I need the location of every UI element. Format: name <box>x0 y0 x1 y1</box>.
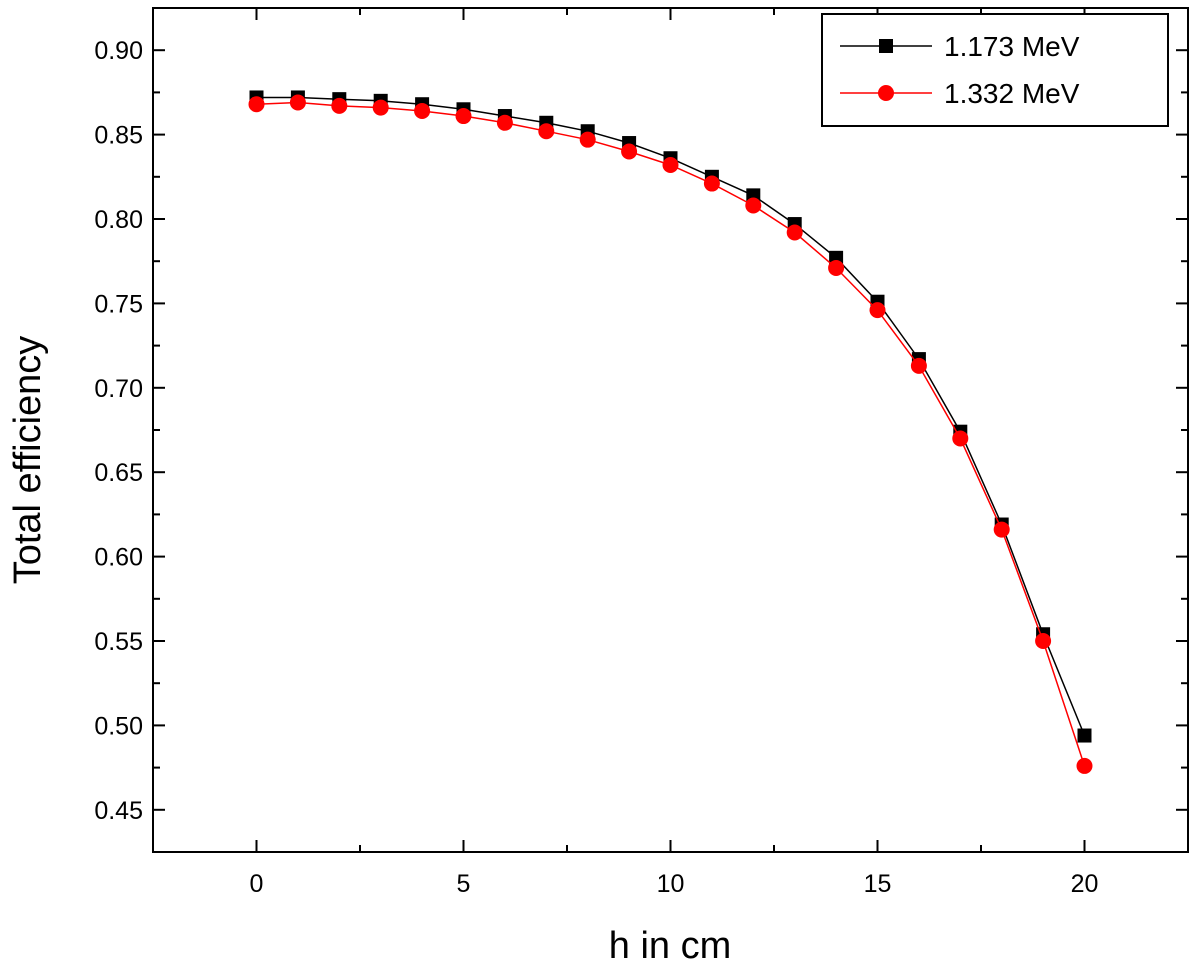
x-tick-label: 0 <box>250 870 264 898</box>
series-line <box>256 96 1086 736</box>
y-tick-label: 0.45 <box>94 797 143 825</box>
data-point <box>662 156 679 173</box>
data-point <box>621 143 638 160</box>
y-tick-label: 0.80 <box>94 206 143 234</box>
data-point <box>869 302 886 319</box>
legend-box <box>821 13 1169 127</box>
data-point <box>703 175 720 192</box>
axes: 0 5 10 15 20 0.45 0.50 0.55 0.60 0.65 0.70 0.75 0.80… <box>94 7 1189 898</box>
legend-item: 1.332 MeV <box>840 78 1080 109</box>
data-point <box>745 197 762 214</box>
y-tick-label: 0.55 <box>94 628 143 656</box>
plot-frame <box>152 7 1189 853</box>
x-tick-label: 20 <box>1071 870 1099 898</box>
legend: 1.173 MeV 1.332 MeV <box>821 13 1169 127</box>
x-tick-label: 5 <box>457 870 471 898</box>
y-tick-label: 0.50 <box>94 712 143 740</box>
data-point <box>828 259 845 276</box>
data-point <box>414 102 431 119</box>
legend-label: 1.332 MeV <box>944 78 1080 109</box>
y-tick-label: 0.90 <box>94 37 143 65</box>
x-axis-title: h in cm <box>609 925 731 967</box>
data-point <box>910 357 927 374</box>
data-point <box>496 114 513 131</box>
y-tick-label: 0.75 <box>94 290 143 318</box>
legend-label: 1.173 MeV <box>944 31 1080 62</box>
y-axis-title: Total efficiency <box>7 336 49 585</box>
x-tick-label: 15 <box>864 870 892 898</box>
data-point <box>786 224 803 241</box>
legend-marker <box>878 85 894 101</box>
data-point <box>331 97 348 114</box>
data-point <box>1077 728 1092 743</box>
data-point <box>579 131 596 148</box>
data-point <box>1076 757 1093 774</box>
data-point <box>248 96 265 113</box>
legend-marker <box>879 39 893 53</box>
series-layer <box>248 90 1093 774</box>
data-point <box>289 94 306 111</box>
y-tick-label: 0.85 <box>94 122 143 150</box>
series-2 <box>248 94 1093 774</box>
y-tick-label: 0.60 <box>94 544 143 572</box>
data-point <box>455 108 472 125</box>
x-tick-label: 10 <box>657 870 685 898</box>
y-tick-label: 0.65 <box>94 459 143 487</box>
y-tick-label: 0.70 <box>94 375 143 403</box>
data-point <box>1035 633 1052 649</box>
data-point <box>538 123 555 140</box>
data-point <box>372 99 389 116</box>
data-point <box>952 430 969 447</box>
legend-item: 1.173 MeV <box>840 31 1080 62</box>
series-1 <box>249 90 1092 743</box>
data-point <box>993 521 1010 538</box>
